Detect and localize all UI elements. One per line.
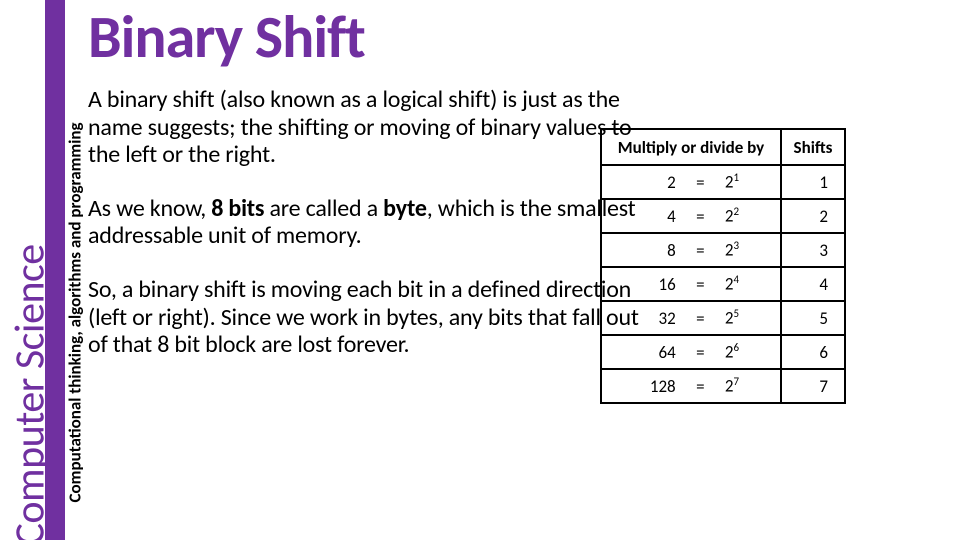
table-row: 16=244	[601, 267, 845, 301]
cell-equals: =	[682, 267, 719, 301]
p2-bold-2: byte	[383, 194, 427, 223]
slide: Computer Science Computational thinking,…	[0, 0, 960, 540]
cell-power: 23	[719, 233, 781, 267]
cell-power: 27	[719, 369, 781, 403]
table-row: 2=211	[601, 165, 845, 199]
cell-shift: 2	[781, 199, 845, 233]
p2-mid: are called a	[264, 194, 383, 223]
cell-value: 16	[601, 267, 682, 301]
cell-power: 25	[719, 301, 781, 335]
cell-shift: 6	[781, 335, 845, 369]
cell-power: 22	[719, 199, 781, 233]
table-row: 128=277	[601, 369, 845, 403]
paragraph-1: A binary shift (also known as a logical …	[88, 86, 648, 169]
cell-value: 2	[601, 165, 682, 199]
cell-power: 24	[719, 267, 781, 301]
page-title: Binary Shift	[88, 8, 948, 68]
p2-bold-1: 8 bits	[211, 194, 264, 223]
sidebar: Computer Science	[0, 0, 18, 540]
cell-shift: 1	[781, 165, 845, 199]
table-header-shifts: Shifts	[781, 129, 845, 165]
cell-shift: 5	[781, 301, 845, 335]
cell-power: 26	[719, 335, 781, 369]
cell-equals: =	[682, 335, 719, 369]
table-body: 2=2114=2228=23316=24432=25564=266128=277	[601, 165, 845, 403]
cell-equals: =	[682, 199, 719, 233]
table-header-row: Multiply or divide by Shifts	[601, 129, 845, 165]
table-row: 64=266	[601, 335, 845, 369]
table-row: 4=222	[601, 199, 845, 233]
p2-pre: As we know,	[88, 194, 211, 223]
paragraph-3: So, a binary shift is moving each bit in…	[88, 276, 648, 359]
cell-equals: =	[682, 233, 719, 267]
shift-table: Multiply or divide by Shifts 2=2114=2228…	[600, 128, 846, 404]
cell-value: 8	[601, 233, 682, 267]
cell-value: 32	[601, 301, 682, 335]
cell-equals: =	[682, 301, 719, 335]
paragraph-2: As we know, 8 bits are called a byte, wh…	[88, 195, 648, 250]
body-text: A binary shift (also known as a logical …	[88, 86, 648, 359]
cell-shift: 4	[781, 267, 845, 301]
cell-equals: =	[682, 369, 719, 403]
cell-power: 21	[719, 165, 781, 199]
cell-value: 4	[601, 199, 682, 233]
sidebar-accent-strip: Computational thinking, algorithms and p…	[45, 0, 65, 540]
cell-shift: 3	[781, 233, 845, 267]
table-header-multiply: Multiply or divide by	[601, 129, 781, 165]
cell-value: 128	[601, 369, 682, 403]
table-row: 8=233	[601, 233, 845, 267]
cell-shift: 7	[781, 369, 845, 403]
cell-value: 64	[601, 335, 682, 369]
cell-equals: =	[682, 165, 719, 199]
sidebar-sub-label: Computational thinking, algorithms and p…	[65, 23, 86, 503]
table-row: 32=255	[601, 301, 845, 335]
